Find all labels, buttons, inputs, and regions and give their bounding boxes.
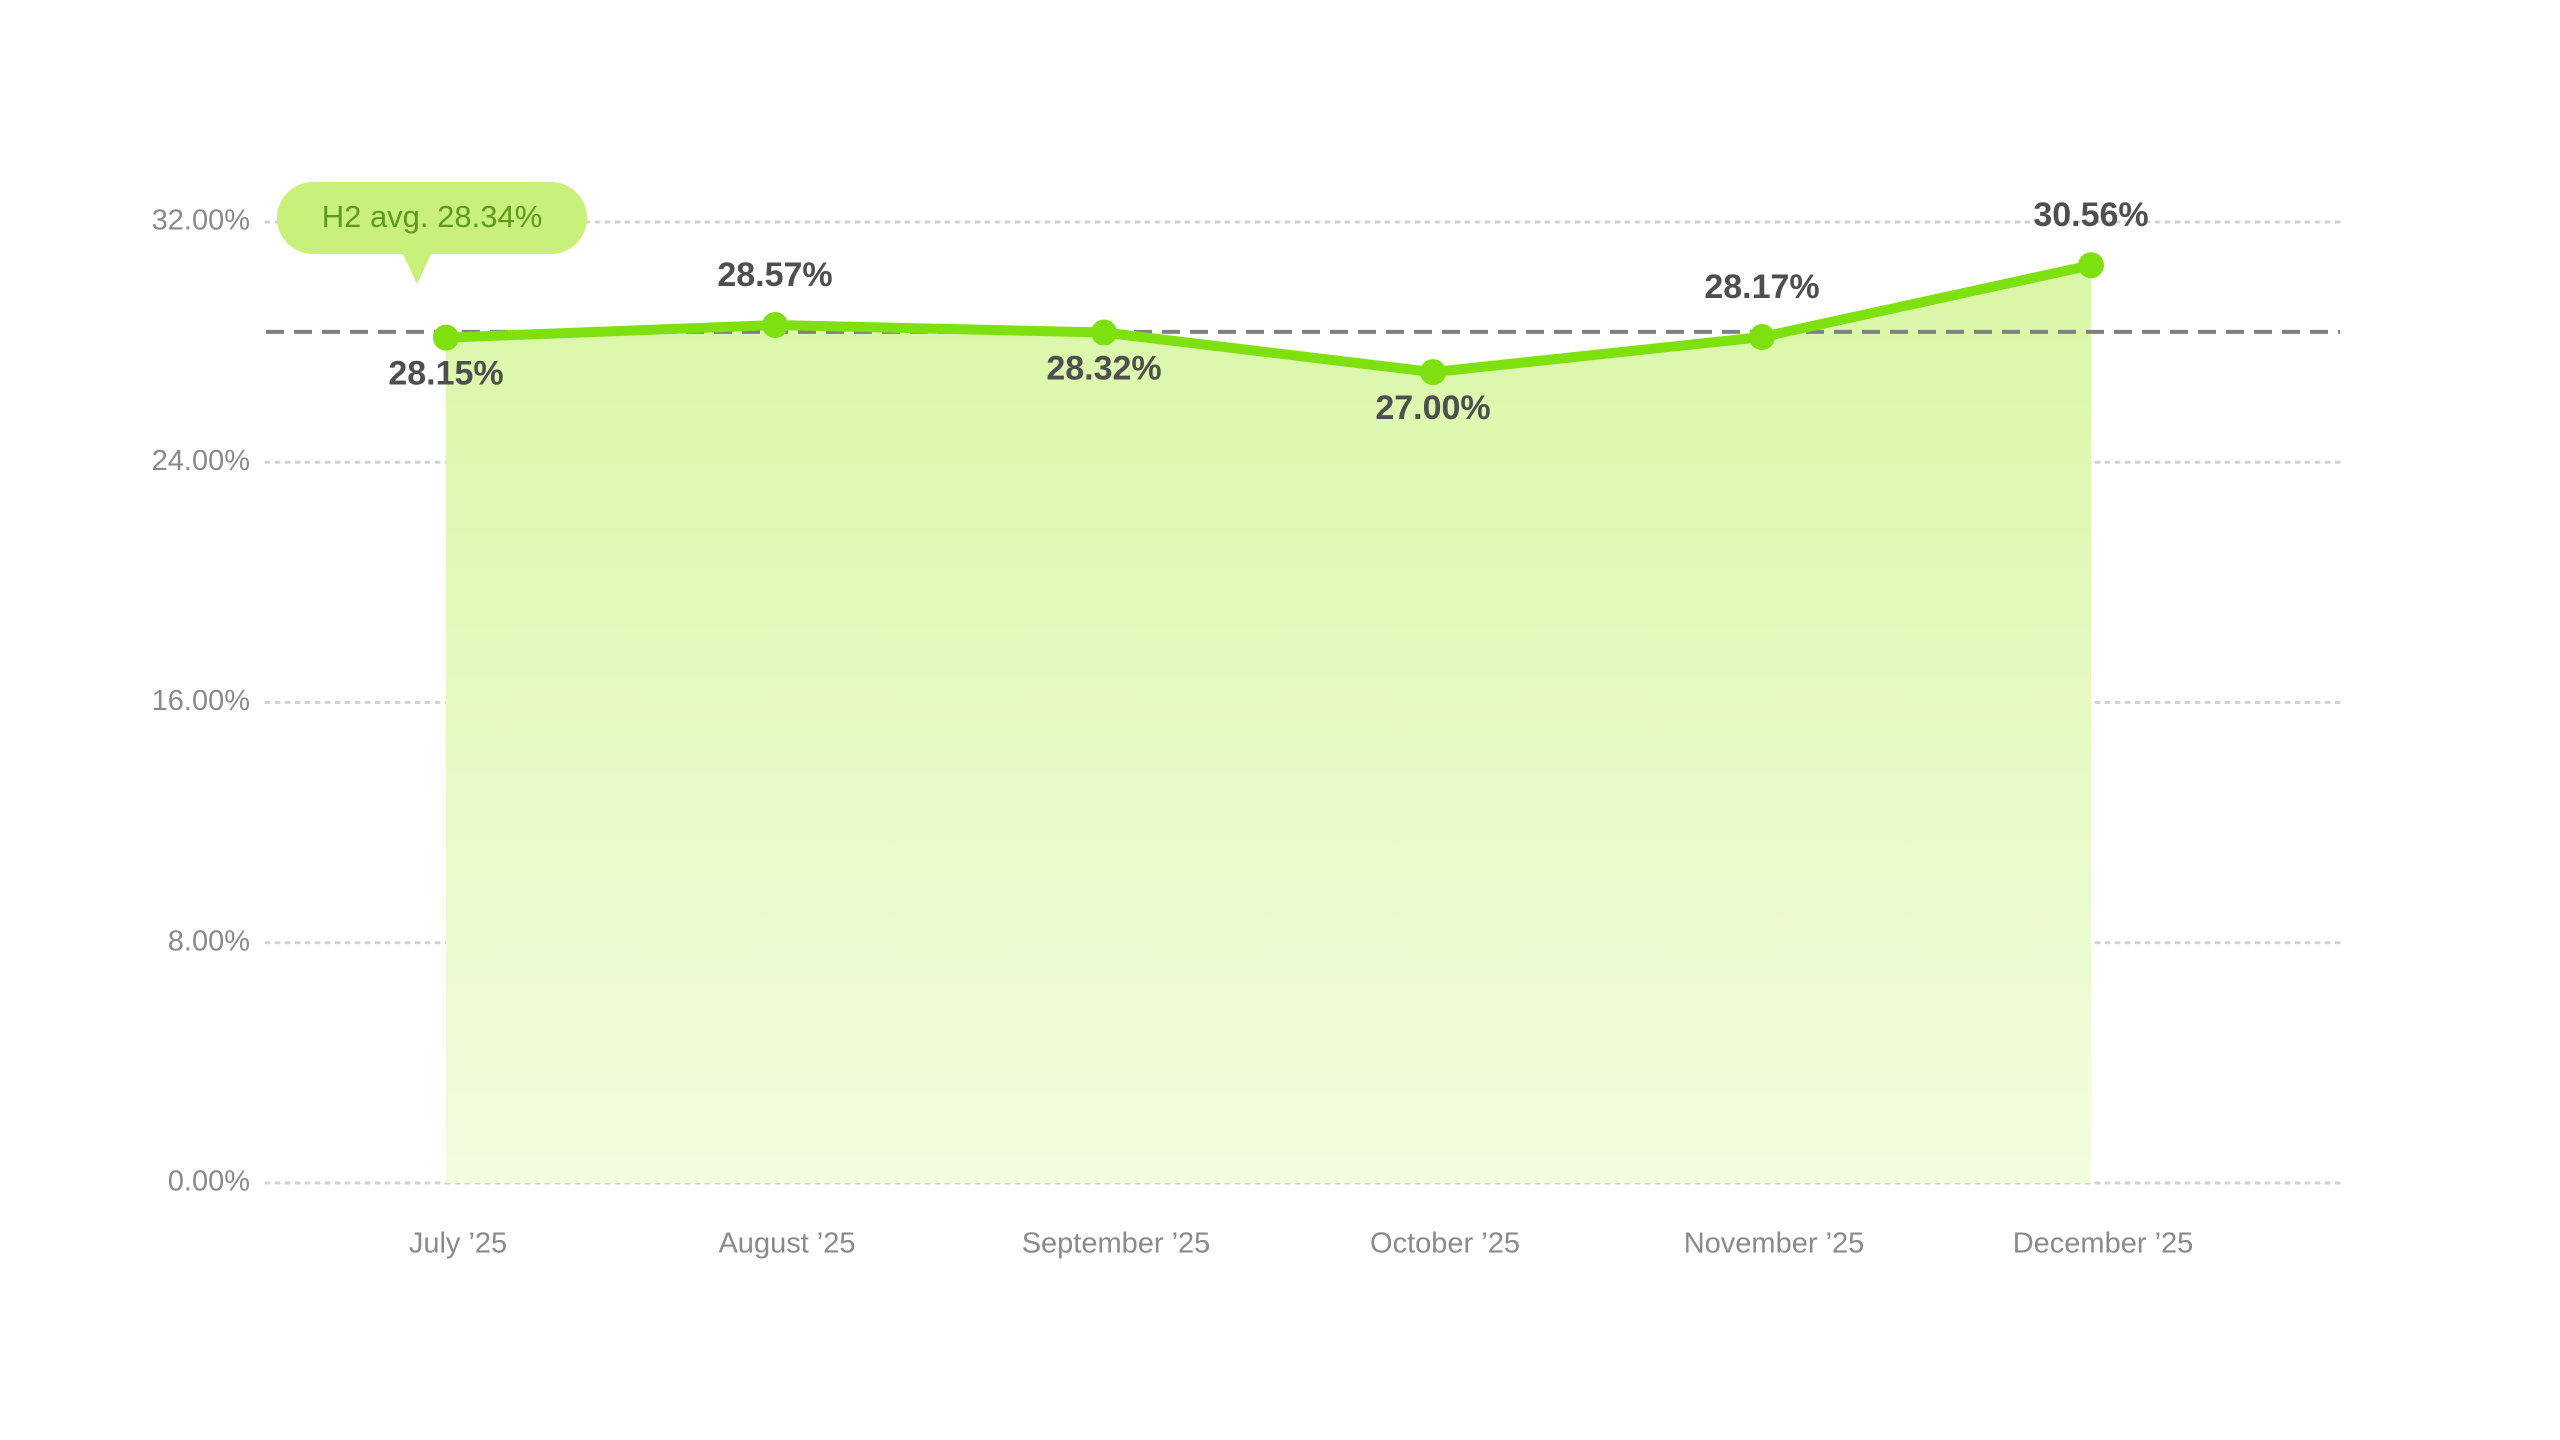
label-layer: 28.15% 28.57% 28.32% 27.00% 28.17% 30.56% <box>388 196 2148 427</box>
x-tick-label: November ’25 <box>1684 1228 1865 1260</box>
data-point[interactable] <box>1749 324 1775 351</box>
y-tick-label: 8.00% <box>168 925 250 957</box>
line-layer <box>441 260 2096 378</box>
x-tick-label: September ’25 <box>1022 1228 1211 1260</box>
x-tick-label: August ’25 <box>718 1228 855 1260</box>
y-tick-label: 0.00% <box>168 1166 250 1198</box>
y-tick-label: 32.00% <box>152 205 250 237</box>
data-label: 30.56% <box>2033 196 2148 234</box>
data-label: 27.00% <box>1375 389 1490 427</box>
data-label: 28.57% <box>717 256 832 294</box>
data-point[interactable] <box>1091 319 1117 346</box>
axis-layer: 0.00% 8.00% 16.00% 24.00% 32.00% July ’25 Augu… <box>152 205 2194 1260</box>
data-label: 28.15% <box>388 355 503 393</box>
area-layer <box>446 265 2091 1183</box>
point-layer <box>433 252 2104 386</box>
average-label: H2 avg. 28.34% <box>322 199 543 234</box>
data-point[interactable] <box>2078 252 2104 279</box>
data-label: 28.32% <box>1046 349 1161 387</box>
data-point[interactable] <box>1420 359 1446 386</box>
y-tick-label: 16.00% <box>152 685 250 717</box>
x-tick-label: July ’25 <box>409 1228 507 1260</box>
y-tick-label: 24.00% <box>152 445 250 477</box>
x-tick-label: October ’25 <box>1370 1228 1520 1260</box>
data-label: 28.17% <box>1704 268 1819 306</box>
average-callout: H2 avg. 28.34% <box>277 182 587 284</box>
callout-bubble <box>277 182 587 254</box>
series-line <box>441 260 2096 378</box>
callout-layer: H2 avg. 28.34% <box>277 182 587 284</box>
x-tick-label: December ’25 <box>2013 1228 2194 1260</box>
area-fill <box>446 265 2091 1183</box>
callout-pointer <box>402 252 432 284</box>
data-point[interactable] <box>762 312 788 339</box>
data-point[interactable] <box>433 324 459 351</box>
